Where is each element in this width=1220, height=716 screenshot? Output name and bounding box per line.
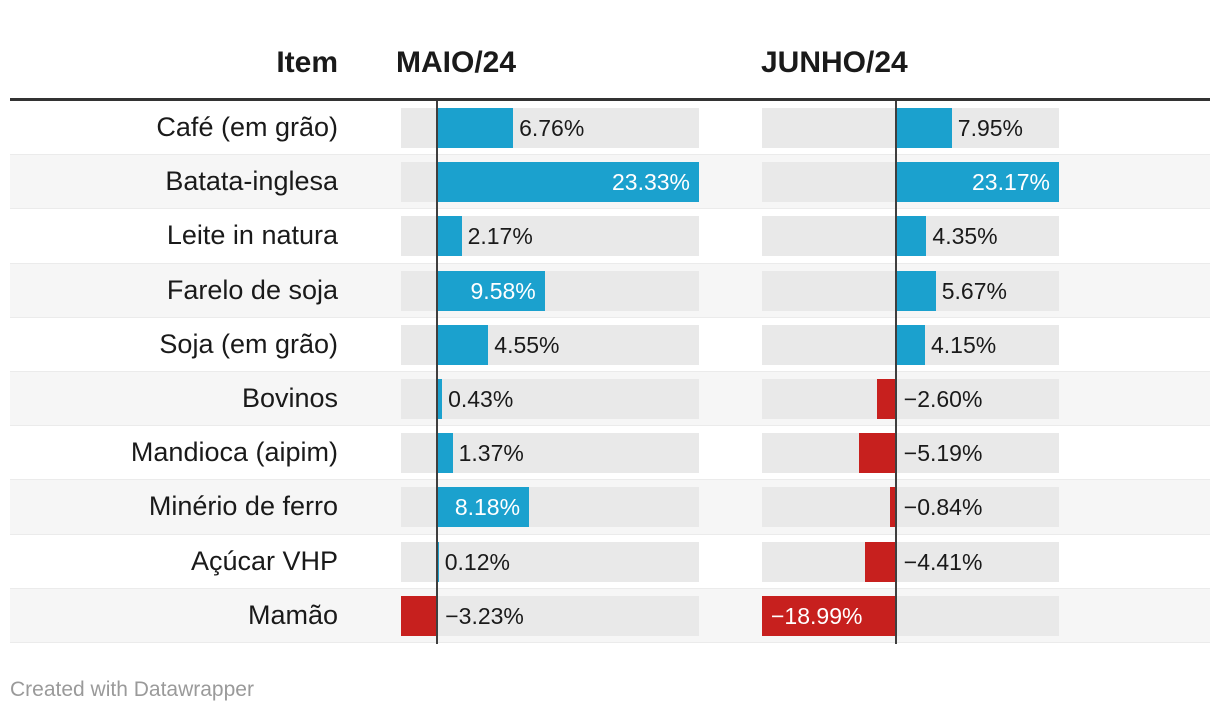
bar-track: 8.18%	[401, 487, 699, 528]
bar-track: 9.58%	[401, 270, 699, 311]
table-row: Soja (em grão) 4.55% 4.15%	[10, 318, 1210, 372]
bar-track: −2.60%	[762, 378, 1059, 419]
value-label: 4.15%	[931, 331, 997, 358]
table-row: Farelo de soja 9.58% 5.67%	[10, 263, 1210, 318]
bar-track: −3.23%	[401, 595, 699, 636]
positive-bar	[895, 270, 936, 311]
positive-bar	[895, 162, 1059, 203]
row-label: Leite in natura	[166, 220, 338, 251]
row-label: Farelo de soja	[166, 274, 338, 305]
table-row: Batata-inglesa 23.33% 23.17%	[10, 155, 1210, 210]
value-label: 5.67%	[941, 277, 1007, 304]
value-label: 2.17%	[467, 223, 533, 250]
negative-bar	[889, 487, 896, 528]
positive-bar	[437, 487, 529, 528]
value-label: 8.18%	[454, 494, 521, 521]
negative-bar	[864, 541, 896, 582]
bar-track: 1.37%	[401, 433, 699, 474]
value-label: 23.17%	[971, 169, 1050, 196]
row-label: Soja (em grão)	[159, 328, 338, 359]
bar-track: 23.17%	[762, 162, 1059, 203]
positive-bar	[437, 108, 514, 148]
bar-track: −18.99%	[762, 595, 1059, 636]
zero-axis-line	[894, 101, 897, 644]
positive-bar	[437, 162, 699, 203]
value-label: 0.43%	[448, 385, 514, 412]
value-label: −2.60%	[903, 385, 983, 412]
positive-bar	[437, 378, 443, 419]
row-label: Mandioca (aipim)	[130, 437, 338, 468]
value-label: 23.33%	[611, 169, 690, 196]
table-row: Minério de ferro 8.18% −0.84%	[10, 480, 1210, 535]
bar-track: 4.55%	[401, 324, 699, 365]
positive-bar	[895, 216, 927, 257]
positive-bar	[437, 433, 453, 474]
value-label: 7.95%	[957, 115, 1023, 141]
bar-track: 6.76%	[401, 108, 699, 148]
value-label: −5.19%	[903, 440, 983, 467]
bar-track: 5.67%	[762, 270, 1059, 311]
positive-bar	[437, 216, 462, 257]
bar-track: 23.33%	[401, 162, 699, 203]
value-label: −0.84%	[903, 494, 983, 521]
table-row: Café (em grão) 6.76% 7.95%	[10, 101, 1210, 156]
bar-track: 7.95%	[762, 108, 1059, 148]
value-label: 0.12%	[444, 548, 510, 575]
table-row: Leite in natura 2.17% 4.35%	[10, 209, 1210, 264]
row-label: Café (em grão)	[156, 112, 338, 143]
bar-track: 4.15%	[762, 324, 1059, 365]
row-label: Açúcar VHP	[190, 545, 338, 576]
positive-bar	[437, 270, 545, 311]
table-row: Bovinos 0.43% −2.60%	[10, 371, 1210, 427]
bar-track: −5.19%	[762, 433, 1059, 474]
column-header-item: Item	[276, 46, 338, 79]
header-rule	[10, 98, 1210, 101]
bar-track: −4.41%	[762, 541, 1059, 582]
negative-bar	[859, 433, 896, 474]
positive-bar	[895, 108, 952, 148]
bar-track: −0.84%	[762, 487, 1059, 528]
bar-track: 2.17%	[401, 216, 699, 257]
table-row: Açúcar VHP 0.12% −4.41%	[10, 535, 1210, 589]
table-row: Mandioca (aipim) 1.37% −5.19%	[10, 426, 1210, 481]
positive-bar	[895, 324, 925, 365]
row-label: Mamão	[247, 599, 338, 630]
value-label: 4.55%	[494, 331, 560, 358]
attribution: Created with Datawrapper	[10, 678, 254, 701]
row-label: Minério de ferro	[148, 491, 338, 522]
negative-bar	[762, 595, 896, 636]
zero-axis-line	[436, 101, 439, 644]
chart-body: Café (em grão) 6.76% 7.95% Batata-inglesa 23…	[10, 101, 1210, 644]
value-label: 1.37%	[458, 440, 524, 467]
value-label: −3.23%	[445, 602, 524, 629]
column-header-junho: JUNHO/24	[761, 46, 908, 79]
row-label: Bovinos	[241, 383, 338, 414]
bar-track: 0.43%	[401, 378, 699, 419]
bar-track: 4.35%	[762, 216, 1059, 257]
negative-bar	[401, 595, 438, 636]
table-row: Mamão −3.23% −18.99%	[10, 588, 1210, 643]
value-label: −18.99%	[771, 602, 863, 629]
value-label: −4.41%	[903, 548, 983, 575]
positive-bar	[437, 324, 489, 365]
column-header-maio: MAIO/24	[396, 46, 517, 79]
value-label: 9.58%	[470, 277, 536, 304]
value-label: 4.35%	[932, 223, 998, 250]
value-label: 6.76%	[519, 115, 585, 141]
negative-bar	[877, 378, 896, 419]
bar-track: 0.12%	[401, 541, 699, 582]
row-label: Batata-inglesa	[165, 166, 338, 197]
